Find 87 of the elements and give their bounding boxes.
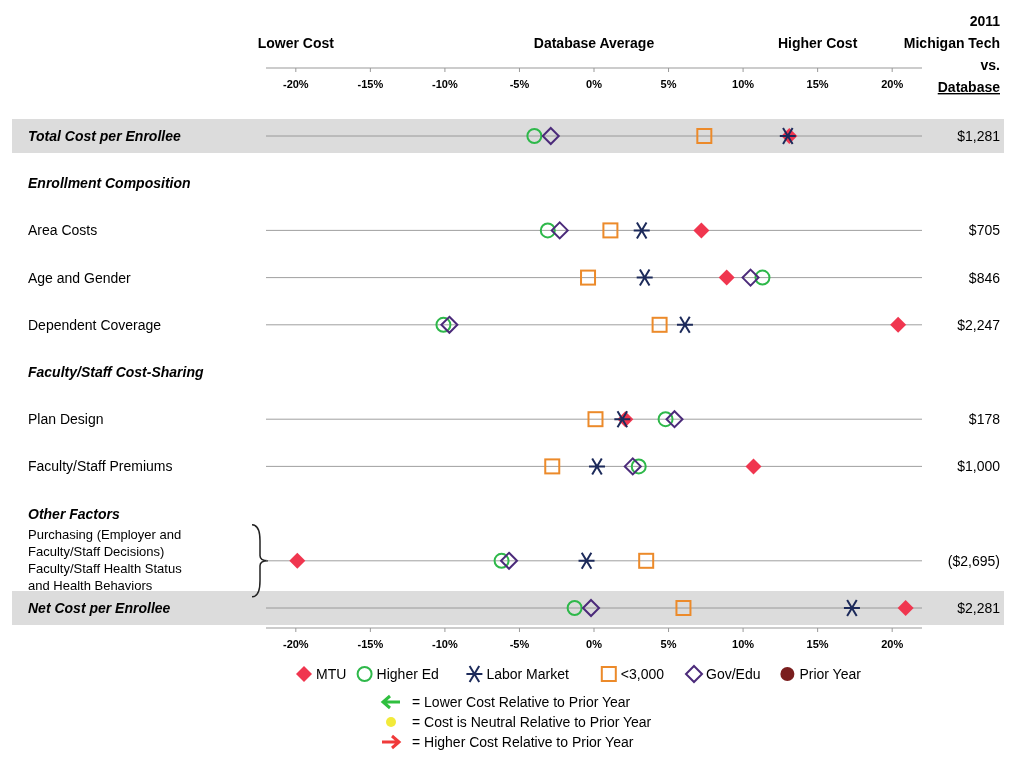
x2-tick-label: -5% bbox=[509, 78, 530, 90]
point bbox=[675, 600, 692, 616]
point bbox=[623, 457, 642, 476]
point bbox=[613, 410, 632, 429]
text: = Lower Cost Relative to Prior Year bbox=[412, 694, 631, 710]
y-tick-label: Faculty/Staff Premiums bbox=[28, 458, 173, 475]
text: Lower Cost bbox=[257, 35, 335, 51]
point bbox=[657, 411, 674, 428]
x2-tick-label: 20% bbox=[881, 78, 904, 90]
point bbox=[440, 315, 459, 334]
y-tick-label: Enrollment Composition bbox=[28, 175, 191, 192]
point bbox=[435, 316, 452, 333]
point bbox=[587, 411, 604, 428]
point bbox=[696, 128, 713, 144]
legend-label: MTU bbox=[316, 666, 347, 682]
x-tick-label: -20% bbox=[282, 638, 309, 650]
text: ($2,695) bbox=[947, 552, 1000, 569]
y-tick-label: Age and Gender bbox=[28, 269, 132, 286]
text: $2,247 bbox=[957, 316, 1001, 333]
point bbox=[651, 316, 668, 333]
text: Database Average bbox=[533, 35, 655, 51]
text: $1,000 bbox=[957, 458, 1001, 475]
text: $1,281 bbox=[957, 128, 1001, 144]
point bbox=[539, 222, 556, 239]
legend-label: <3,000 bbox=[620, 666, 665, 682]
text: 2011 Michigan Tech vs. Database bbox=[903, 13, 1001, 95]
point bbox=[718, 269, 735, 286]
x2-tick-label: 0% bbox=[586, 78, 603, 90]
x-tick-label: 20% bbox=[881, 638, 904, 650]
point bbox=[544, 458, 561, 475]
point bbox=[541, 127, 560, 145]
point bbox=[582, 599, 601, 617]
y-tick-label: Other Factors bbox=[28, 505, 121, 522]
point bbox=[493, 552, 510, 569]
legend-label: Labor Market bbox=[486, 666, 569, 682]
point bbox=[754, 269, 771, 286]
x-tick-label: -10% bbox=[432, 638, 458, 650]
point bbox=[665, 410, 684, 429]
x-tick-label: 0% bbox=[586, 638, 603, 650]
point bbox=[890, 316, 907, 333]
point bbox=[635, 268, 654, 287]
x2-tick-label: -15% bbox=[357, 78, 384, 90]
point bbox=[630, 458, 647, 475]
point bbox=[500, 551, 519, 570]
point bbox=[741, 268, 760, 287]
x2-tick-label: -20% bbox=[282, 78, 309, 90]
y-tick-label: Area Costs bbox=[28, 222, 98, 239]
text: = Higher Cost Relative to Prior Year bbox=[412, 734, 634, 750]
legend-label: Prior Year bbox=[799, 666, 862, 682]
y-tick-label: Dependent Coverage bbox=[28, 316, 162, 333]
x-tick-label: -5% bbox=[509, 638, 530, 650]
x-tick-label: 15% bbox=[806, 638, 829, 650]
point bbox=[587, 457, 606, 476]
point bbox=[745, 458, 762, 475]
point bbox=[577, 551, 596, 570]
point bbox=[526, 128, 543, 144]
y-tick-label: Faculty/Staff Cost-Sharing bbox=[28, 364, 204, 380]
x-tick-label: 10% bbox=[732, 638, 755, 650]
point bbox=[550, 221, 569, 240]
text: = Cost is Neutral Relative to Prior Year bbox=[412, 714, 652, 730]
point bbox=[638, 552, 655, 569]
legend-label: Higher Ed bbox=[376, 666, 439, 682]
y-tick-label: Purchasing (Employer and Faculty/Staff Decisions) Faculty/Staff Health Status and Health Behaviors bbox=[28, 527, 183, 594]
point bbox=[566, 600, 583, 616]
point bbox=[580, 269, 597, 286]
y-tick-label: Net Cost per Enrollee bbox=[28, 600, 171, 616]
point bbox=[693, 222, 710, 239]
point bbox=[632, 221, 651, 240]
text: Higher Cost bbox=[777, 35, 858, 51]
text: $846 bbox=[968, 269, 1001, 286]
x2-tick-label: 5% bbox=[660, 78, 677, 90]
x-tick-label: -15% bbox=[357, 638, 384, 650]
legend-label: Gov/Edu bbox=[706, 666, 761, 682]
y-tick-label: Total Cost per Enrollee bbox=[28, 128, 181, 144]
text: $2,281 bbox=[957, 600, 1001, 616]
x2-tick-label: 10% bbox=[732, 78, 755, 90]
point bbox=[897, 600, 914, 616]
x2-tick-label: -10% bbox=[432, 78, 458, 90]
point bbox=[602, 222, 619, 239]
point bbox=[675, 315, 694, 334]
point bbox=[289, 552, 306, 569]
x2-tick-label: 15% bbox=[806, 78, 829, 90]
y-tick-label: Plan Design bbox=[28, 411, 104, 428]
text: $178 bbox=[968, 411, 1001, 428]
text: $705 bbox=[968, 222, 1001, 239]
point bbox=[842, 599, 861, 617]
x-tick-label: 5% bbox=[660, 638, 677, 650]
